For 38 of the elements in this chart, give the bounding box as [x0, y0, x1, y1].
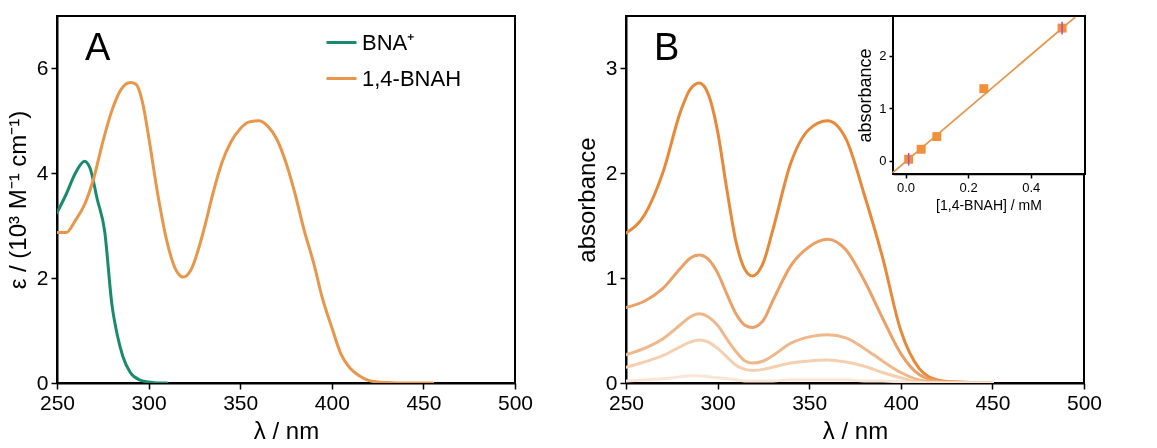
x-tick-label: 400 — [314, 390, 350, 414]
x-tick-label: 350 — [223, 390, 259, 414]
legend-label: BNA⁺ — [362, 29, 415, 55]
y-axis-title: absorbance — [572, 137, 600, 263]
x-tick-label: 0.4 — [1022, 179, 1041, 195]
x-tick-label: 400 — [883, 390, 919, 414]
legend-label: 1,4-BNAH — [362, 65, 462, 91]
y-tick-label: 4 — [36, 160, 49, 184]
y-tick-label: 2 — [36, 265, 49, 289]
y-tick-label: 6 — [36, 55, 49, 79]
line-series — [57, 159, 169, 383]
x-tick-label: 0.2 — [959, 179, 978, 195]
x-tick-label: 500 — [497, 390, 534, 414]
point — [916, 144, 926, 154]
y-axis-title: ε / (10³ M⁻¹ cm⁻¹) — [3, 110, 31, 290]
x-tick-label: 0.0 — [896, 179, 916, 195]
x-axis-title: [1,4-BNAH] / mM — [936, 196, 1042, 213]
point — [979, 84, 989, 94]
point — [932, 132, 942, 142]
x-tick-label: 350 — [792, 390, 828, 414]
x-tick-label: 300 — [131, 390, 167, 414]
line-series — [626, 237, 994, 383]
y-tick-label: 3 — [605, 55, 618, 79]
line-series — [626, 374, 994, 383]
y-axis-title: absorbance — [855, 48, 876, 143]
x-tick-label: 500 — [1066, 390, 1103, 414]
y-tick-label: 1 — [879, 100, 887, 116]
x-axis-title: λ / nm — [253, 416, 320, 444]
x-tick-label: 450 — [975, 390, 1011, 414]
y-tick-label: 2 — [879, 48, 887, 63]
annotation: B — [654, 26, 680, 68]
y-tick-label: 2 — [605, 160, 618, 184]
y-tick-label: 0 — [879, 153, 887, 169]
x-tick-label: 300 — [700, 390, 736, 414]
y-tick-label: 1 — [605, 265, 618, 289]
annotation: A — [85, 26, 111, 68]
x-tick-label: 450 — [406, 390, 442, 414]
x-axis-title: λ / nm — [822, 416, 889, 444]
